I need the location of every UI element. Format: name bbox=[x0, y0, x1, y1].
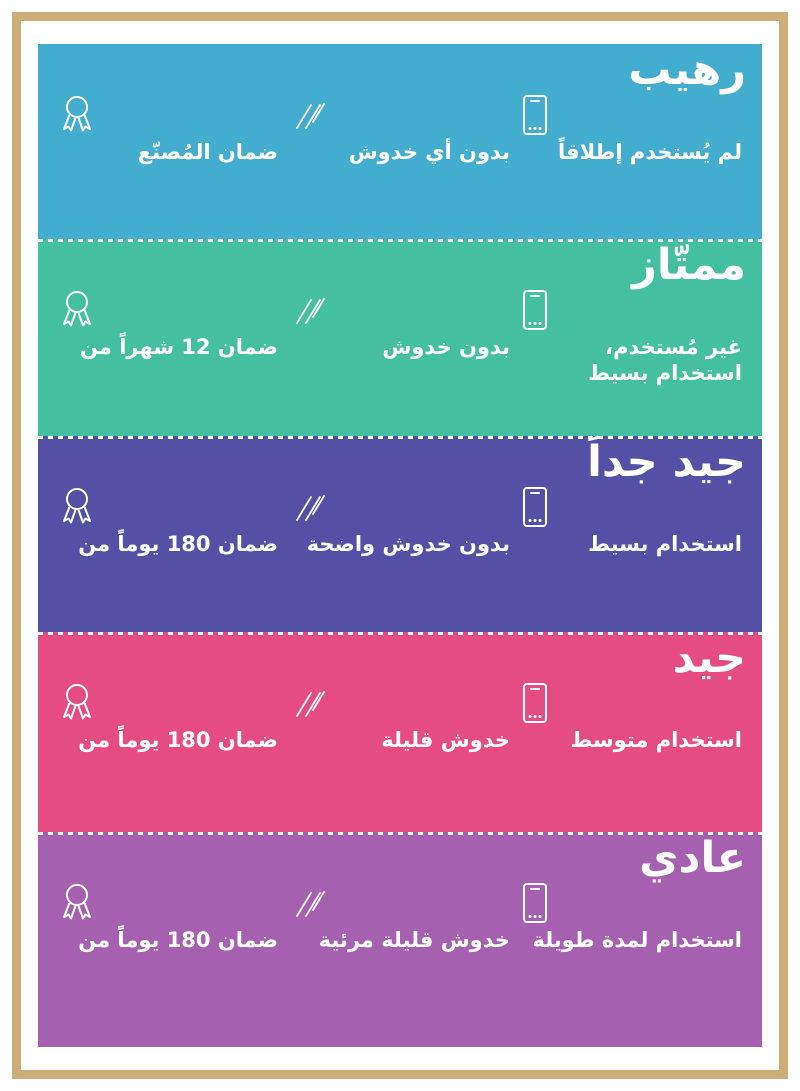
grade-column-text: استخدام بسيط bbox=[588, 532, 742, 557]
grade-columns: غير مُستخدم، استخدام بسيط بدون خدوش bbox=[52, 288, 748, 386]
grade-columns: لم يُستخدم إطلاقاً بدون أي خدوش bbox=[52, 93, 748, 166]
grade-column-warranty: ضمان 180 يوماً من bbox=[52, 681, 284, 754]
scratch-lines-icon bbox=[290, 93, 330, 137]
grade-column-text: بدون خدوش bbox=[382, 335, 511, 360]
grade-column-usage: استخدام متوسط bbox=[516, 681, 748, 754]
grade-column-text: ضمان المُصنّع bbox=[137, 140, 279, 165]
grade-band[interactable]: جيد جداً استخدام بسيط bbox=[38, 436, 762, 632]
grade-column-warranty: ضمان المُصنّع bbox=[52, 93, 284, 166]
smartphone-icon bbox=[522, 485, 548, 529]
grade-column-text: بدون خدوش واضحة bbox=[306, 532, 511, 557]
grade-column-scratches: بدون خدوش bbox=[284, 288, 516, 361]
grade-column-text: غير مُستخدم، استخدام بسيط bbox=[588, 335, 742, 385]
award-ribbon-icon bbox=[58, 485, 96, 529]
grade-column-scratches: خدوش قليلة مرئية bbox=[284, 881, 516, 954]
grade-column-text: خدوش قليلة مرئية bbox=[318, 928, 511, 953]
grade-column-text: ضمان 180 يوماً من bbox=[78, 928, 279, 953]
award-ribbon-icon bbox=[58, 93, 96, 137]
award-ribbon-icon bbox=[58, 681, 96, 725]
grade-columns: استخدام لمدة طويلة خدوش قليلة مرئية bbox=[52, 881, 748, 954]
grade-column-usage: استخدام بسيط bbox=[516, 485, 748, 558]
grade-columns: استخدام بسيط بدون خدوش واضحة bbox=[52, 485, 748, 558]
grade-column-usage: غير مُستخدم، استخدام بسيط bbox=[516, 288, 748, 386]
grade-title: جيد جداً bbox=[587, 437, 747, 487]
scratch-lines-icon bbox=[290, 681, 330, 725]
grade-columns: استخدام متوسط خدوش قليلة bbox=[52, 681, 748, 754]
grade-column-warranty: ضمان 180 يوماً من bbox=[52, 485, 284, 558]
grade-column-usage: استخدام لمدة طويلة bbox=[516, 881, 748, 954]
grade-band[interactable]: رهيب لم يُستخدم إطلاقاً bbox=[38, 44, 762, 239]
grade-column-text: ضمان 12 شهراً من bbox=[79, 335, 279, 360]
grade-column-text: خدوش قليلة bbox=[381, 728, 511, 753]
scratch-lines-icon bbox=[290, 485, 330, 529]
grade-column-scratches: خدوش قليلة bbox=[284, 681, 516, 754]
scratch-lines-icon bbox=[290, 881, 330, 925]
grade-column-text: استخدام لمدة طويلة bbox=[532, 928, 742, 953]
grade-column-text: استخدام متوسط bbox=[570, 728, 742, 753]
grade-column-text: ضمان 180 يوماً من bbox=[78, 532, 279, 557]
award-ribbon-icon bbox=[58, 288, 96, 332]
grade-column-text: بدون أي خدوش bbox=[348, 140, 511, 165]
smartphone-icon bbox=[522, 881, 548, 925]
grade-column-usage: لم يُستخدم إطلاقاً bbox=[516, 93, 748, 166]
scratch-lines-icon bbox=[290, 288, 330, 332]
poster-mat: رهيب لم يُستخدم إطلاقاً bbox=[21, 21, 779, 1070]
grade-column-text: ضمان 180 يوماً من bbox=[78, 728, 279, 753]
smartphone-icon bbox=[522, 681, 548, 725]
grade-column-warranty: ضمان 12 شهراً من bbox=[52, 288, 284, 361]
grade-column-scratches: بدون خدوش واضحة bbox=[284, 485, 516, 558]
grade-band[interactable]: عادي استخدام لمدة طويلة bbox=[38, 832, 762, 1047]
grade-band[interactable]: ممتّاز غير مُستخدم، استخدام bbox=[38, 239, 762, 436]
smartphone-icon bbox=[522, 93, 548, 137]
grade-column-scratches: بدون أي خدوش bbox=[284, 93, 516, 166]
award-ribbon-icon bbox=[58, 881, 96, 925]
grade-list: رهيب لم يُستخدم إطلاقاً bbox=[38, 44, 762, 1047]
grade-column-warranty: ضمان 180 يوماً من bbox=[52, 881, 284, 954]
grade-title: رهيب bbox=[628, 45, 747, 95]
grade-title: جيد bbox=[672, 633, 747, 683]
smartphone-icon bbox=[522, 288, 548, 332]
grade-title: ممتّاز bbox=[632, 240, 747, 290]
grade-title: عادي bbox=[639, 833, 747, 883]
grade-band[interactable]: جيد استخدام متوسط bbox=[38, 632, 762, 832]
grade-column-text: لم يُستخدم إطلاقاً bbox=[557, 140, 742, 165]
